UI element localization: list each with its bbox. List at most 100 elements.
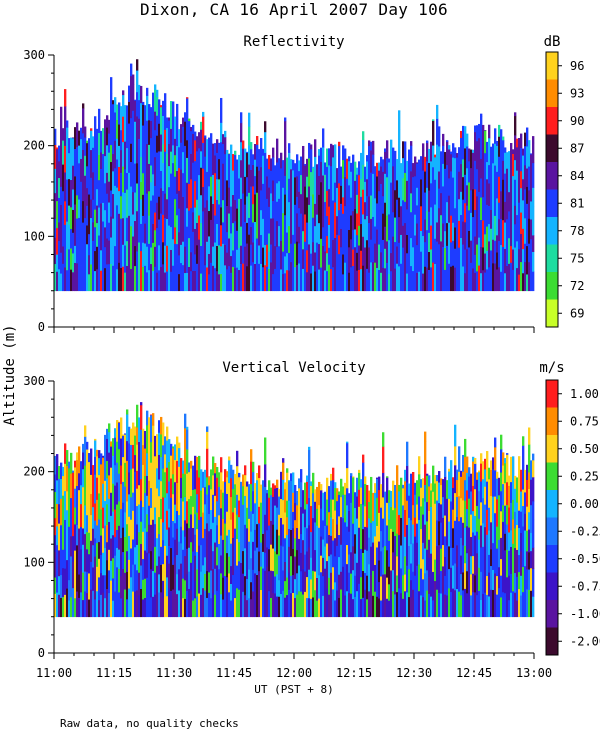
heatmap-cell	[418, 218, 421, 245]
heatmap-cell	[308, 158, 311, 187]
heatmap-cell	[532, 476, 535, 502]
heatmap-cell	[488, 467, 491, 480]
heatmap-cell	[100, 152, 103, 169]
heatmap-cell	[146, 143, 149, 172]
heatmap-cell	[388, 188, 391, 215]
heatmap-cell	[398, 242, 401, 267]
heatmap-cell	[90, 561, 93, 590]
heatmap-cell	[430, 267, 433, 292]
heatmap-cell	[512, 543, 515, 565]
heatmap-cell	[166, 117, 169, 129]
heatmap-cell	[380, 251, 383, 273]
heatmap-cell	[204, 557, 207, 574]
heatmap-cell	[508, 475, 511, 486]
heatmap-cell	[188, 547, 191, 572]
heatmap-cell	[194, 455, 197, 461]
heatmap-cell	[456, 269, 459, 292]
heatmap-cell	[178, 208, 181, 233]
heatmap-cell	[184, 167, 187, 189]
heatmap-cell	[54, 577, 57, 594]
heatmap-cell	[92, 199, 95, 223]
heatmap-cell	[78, 597, 81, 618]
heatmap-cell	[156, 537, 159, 566]
heatmap-cell	[278, 555, 281, 581]
heatmap-cell	[496, 140, 499, 146]
heatmap-cell	[154, 546, 157, 573]
heatmap-cell	[362, 236, 365, 266]
heatmap-cell	[366, 239, 369, 269]
heatmap-cell	[70, 269, 73, 292]
heatmap-cell	[406, 500, 409, 525]
heatmap-cell	[148, 454, 151, 481]
heatmap-cell	[116, 567, 119, 597]
heatmap-cell	[358, 201, 361, 226]
heatmap-cell	[236, 465, 239, 495]
heatmap-cell	[98, 179, 101, 208]
heatmap-cell	[98, 235, 101, 253]
heatmap-cell	[228, 170, 231, 188]
heatmap-cell	[272, 496, 275, 525]
heatmap-cell	[188, 183, 191, 211]
heatmap-cell	[328, 486, 331, 513]
heatmap-cell	[478, 567, 481, 591]
heatmap-cell	[278, 225, 281, 247]
heatmap-cell	[90, 589, 93, 618]
heatmap-cell	[422, 514, 425, 543]
heatmap-cell	[172, 446, 175, 449]
heatmap-cell	[468, 210, 471, 231]
heatmap-cell	[194, 513, 197, 535]
heatmap-cell	[282, 273, 285, 292]
heatmap-cell	[216, 546, 219, 566]
heatmap-cell	[316, 214, 319, 243]
heatmap-cell	[458, 269, 461, 292]
heatmap-cell	[320, 490, 323, 509]
heatmap-cell	[94, 209, 97, 228]
heatmap-cell	[462, 159, 465, 178]
heatmap-cell	[490, 495, 493, 523]
heatmap-cell	[386, 525, 389, 551]
heatmap-cell	[228, 153, 231, 171]
heatmap-cell	[382, 267, 385, 292]
heatmap-cell	[388, 158, 391, 163]
heatmap-cell	[482, 478, 485, 499]
heatmap-cell	[246, 151, 249, 154]
heatmap-cell	[382, 446, 385, 473]
heatmap-cell	[96, 542, 99, 567]
heatmap-cell	[332, 499, 335, 520]
heatmap-cell	[242, 573, 245, 592]
heatmap-cell	[346, 268, 349, 292]
heatmap-cell	[102, 574, 105, 593]
colorbar-label: 72	[570, 279, 584, 293]
heatmap-cell	[268, 206, 271, 234]
heatmap-cell	[500, 169, 503, 192]
heatmap-cell	[380, 235, 383, 253]
heatmap-cell	[100, 488, 103, 510]
heatmap-cell	[92, 479, 95, 508]
heatmap-cell	[152, 519, 155, 547]
heatmap-cell	[500, 558, 503, 576]
heatmap-cell	[500, 129, 503, 148]
heatmap-cell	[68, 508, 71, 527]
heatmap-cell	[92, 222, 95, 241]
heatmap-cell	[112, 511, 115, 536]
heatmap-cell	[432, 262, 435, 292]
heatmap-cell	[320, 536, 323, 556]
heatmap-cell	[84, 137, 87, 156]
heatmap-cell	[162, 497, 165, 523]
heatmap-cell	[112, 100, 115, 105]
heatmap-cell	[114, 225, 117, 247]
heatmap-cell	[146, 495, 149, 515]
heatmap-cell	[120, 598, 123, 618]
heatmap-cell	[232, 574, 235, 593]
heatmap-cell	[76, 146, 79, 171]
heatmap-cell	[356, 270, 359, 292]
heatmap-cell	[296, 176, 299, 197]
heatmap-cell	[416, 523, 419, 543]
heatmap-cell	[298, 170, 301, 192]
heatmap-cell	[486, 451, 489, 465]
heatmap-cell	[80, 181, 83, 208]
heatmap-cell	[182, 264, 185, 292]
heatmap-cell	[444, 457, 447, 478]
heatmap-cell	[218, 158, 221, 180]
heatmap-cell	[214, 568, 217, 595]
